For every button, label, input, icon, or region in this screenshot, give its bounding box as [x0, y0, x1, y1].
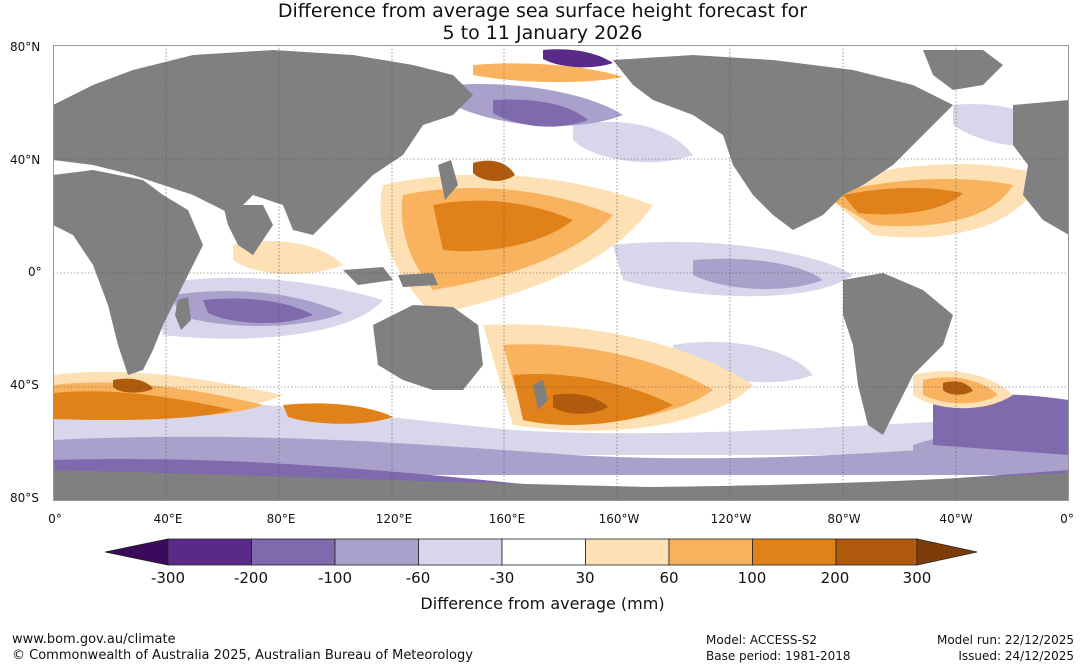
- colorbar-tick-label: 60: [659, 569, 679, 587]
- lon-label-0-left: 0°: [48, 512, 62, 526]
- anomaly-very-strong-positive: [113, 160, 973, 414]
- map-frame: [53, 45, 1069, 501]
- colorbar-title: Difference from average (mm): [420, 594, 665, 613]
- lon-label-120e: 120°E: [375, 512, 413, 526]
- colorbar-bin: [167, 538, 252, 566]
- colorbar-bin: [835, 538, 918, 566]
- land-masses: [53, 50, 1069, 501]
- colorbar-tick-label: -300: [150, 569, 186, 587]
- anomaly-strong-positive: [53, 187, 963, 425]
- chart-title-line2: 5 to 11 January 2026: [442, 22, 643, 44]
- colorbar-bin: [752, 538, 837, 566]
- colorbar-tick-label: -30: [489, 569, 515, 587]
- lon-label-80e: 80°E: [266, 512, 296, 526]
- lat-label-40n: 40°N: [10, 153, 41, 167]
- colorbar-tick-label: 100: [737, 569, 767, 587]
- colorbar-bin: [501, 538, 586, 566]
- colorbar: [105, 538, 978, 566]
- lat-label-80n: 80°N: [10, 40, 41, 54]
- lon-label-40e: 40°E: [153, 512, 183, 526]
- colorbar-arrow-min: [105, 538, 169, 566]
- lon-label-0-right: 0°: [1060, 512, 1074, 526]
- footer-model: Model: ACCESS-S2: [706, 633, 818, 647]
- footer-issued: Issued: 24/12/2025: [958, 649, 1074, 663]
- colorbar-arrow-max: [916, 538, 978, 566]
- lon-label-40w: 40°W: [939, 512, 973, 526]
- colorbar-tick-label: -100: [317, 569, 353, 587]
- chart-title-line1: Difference from average sea surface heig…: [277, 0, 808, 22]
- lon-label-160w: 160°W: [598, 512, 640, 526]
- lon-label-80w: 80°W: [827, 512, 861, 526]
- sea-surface-height-map: [53, 45, 1069, 501]
- colorbar-bin: [334, 538, 419, 566]
- colorbar-bin: [251, 538, 336, 566]
- colorbar-tick-label: 200: [820, 569, 850, 587]
- footer-copyright: © Commonwealth of Australia 2025, Austra…: [12, 648, 473, 663]
- footer-url[interactable]: www.bom.gov.au/climate: [12, 632, 176, 647]
- lat-label-80s: 80°S: [10, 491, 39, 505]
- colorbar-bin: [668, 538, 753, 566]
- lon-label-160e: 160°E: [488, 512, 526, 526]
- colorbar-tick-label: -60: [405, 569, 431, 587]
- footer-base-period: Base period: 1981-2018: [706, 649, 851, 663]
- footer-model-run: Model run: 22/12/2025: [936, 633, 1074, 647]
- colorbar-bin: [418, 538, 503, 566]
- colorbar-tick-label: -200: [233, 569, 269, 587]
- graticule: [53, 45, 1069, 501]
- lat-label-equator: 0°: [28, 265, 42, 279]
- lon-label-120w: 120°W: [710, 512, 752, 526]
- colorbar-tick-label: 300: [902, 569, 932, 587]
- colorbar-bin: [585, 538, 670, 566]
- lat-label-40s: 40°S: [10, 378, 39, 392]
- colorbar-tick-label: 30: [575, 569, 595, 587]
